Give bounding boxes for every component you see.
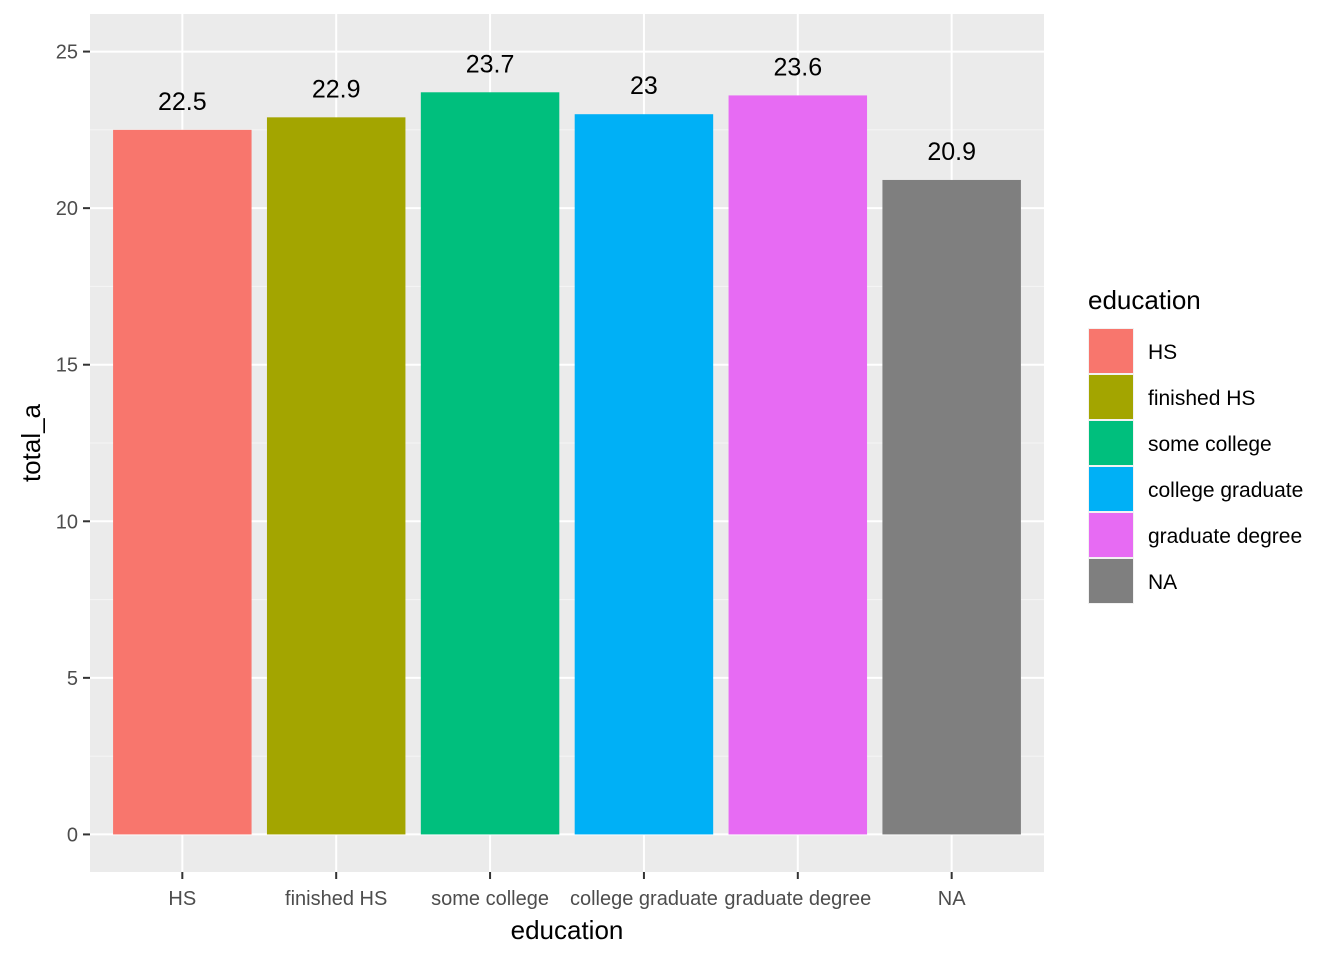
- y-tick-label: 15: [56, 355, 78, 377]
- x-tick-label: finished HS: [285, 888, 387, 910]
- data-label: 23: [630, 72, 658, 100]
- legend-swatch: [1089, 467, 1133, 511]
- data-label: 23.6: [773, 53, 822, 81]
- y-tick-label: 5: [67, 668, 78, 690]
- x-axis-title: education: [511, 915, 624, 945]
- data-label: 20.9: [927, 138, 976, 166]
- y-axis: 0 5 10 15 20 25: [56, 42, 90, 846]
- legend-swatch: [1089, 329, 1133, 373]
- legend-title: education: [1088, 285, 1201, 315]
- bar: [728, 95, 868, 835]
- x-tick-label: graduate degree: [724, 888, 871, 910]
- y-tick-label: 0: [67, 824, 78, 846]
- bar: [882, 179, 1021, 835]
- legend-label: some college: [1148, 433, 1272, 456]
- data-label: 22.9: [312, 75, 361, 103]
- legend-label: HS: [1148, 341, 1177, 364]
- x-tick-label: college graduate: [570, 888, 718, 910]
- y-tick-label: 10: [56, 511, 78, 533]
- x-axis: HS finished HS some college college graduat…: [168, 872, 966, 910]
- bar: [420, 92, 560, 835]
- legend-label: finished HS: [1148, 387, 1255, 410]
- legend-swatch: [1089, 513, 1133, 557]
- bar: [113, 129, 252, 835]
- legend-swatch: [1089, 559, 1133, 603]
- x-tick-label: NA: [938, 888, 966, 910]
- data-labels: 22.5 22.9 23.7 23 23.6 20.9: [158, 50, 976, 166]
- bar: [574, 114, 714, 835]
- legend-swatch: [1089, 421, 1133, 465]
- y-axis-title: total_a: [16, 403, 46, 482]
- data-label: 23.7: [466, 50, 515, 78]
- bars: [113, 92, 1021, 835]
- y-tick-label: 20: [56, 198, 78, 220]
- bar: [266, 117, 406, 835]
- data-label: 22.5: [158, 88, 207, 116]
- legend: education HS finished HS some college colle…: [1088, 285, 1303, 604]
- legend-label: college graduate: [1148, 479, 1303, 502]
- legend-label: graduate degree: [1148, 525, 1302, 548]
- legend-label: NA: [1148, 571, 1177, 594]
- x-tick-label: HS: [168, 888, 196, 910]
- x-tick-label: some college: [431, 888, 549, 910]
- y-tick-label: 25: [56, 42, 78, 64]
- legend-swatch: [1089, 375, 1133, 419]
